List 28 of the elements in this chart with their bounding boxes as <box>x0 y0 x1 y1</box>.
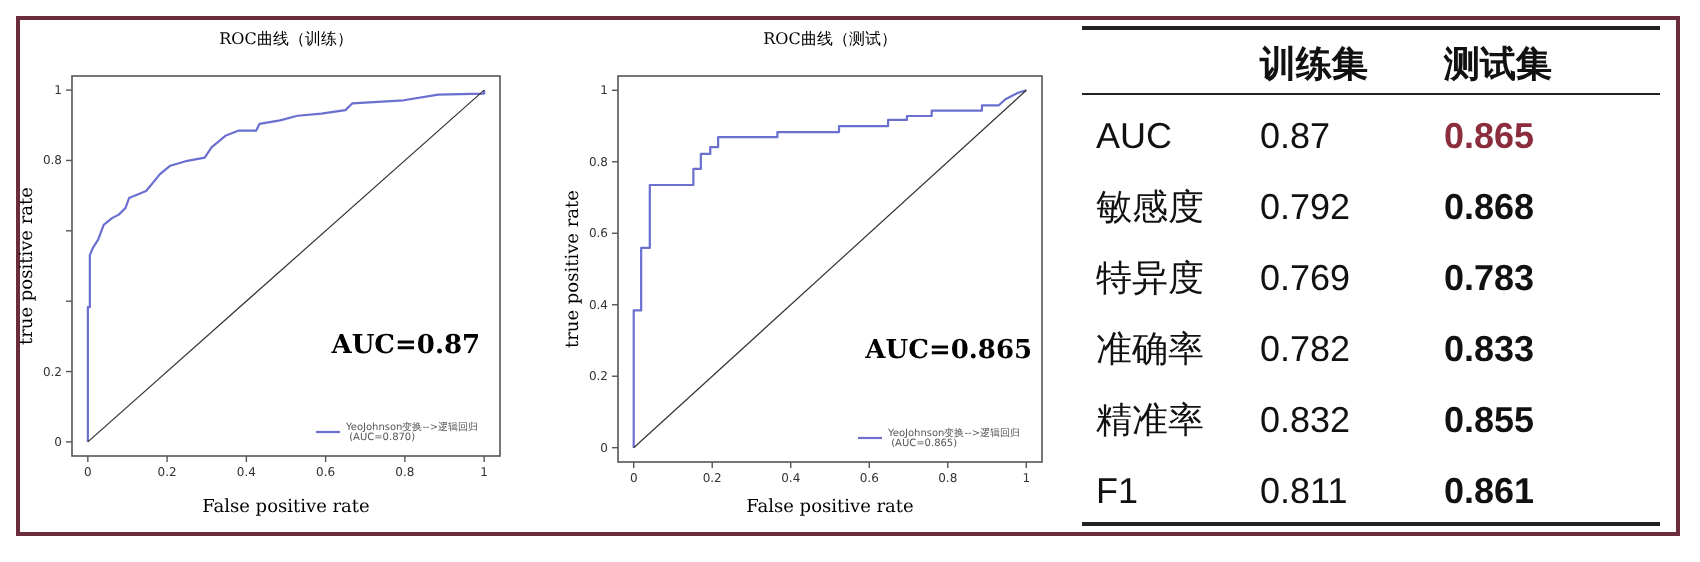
category-label: 精准率 <box>1096 400 1204 440</box>
annotation: AUC=0.87 <box>329 331 481 362</box>
text: 0.87 <box>1260 116 1331 156</box>
text: 0.769 <box>1260 258 1351 298</box>
text: 0.811 <box>1260 471 1348 511</box>
category-label: 特异度 <box>1096 258 1204 298</box>
category-label: 训练集 <box>1258 44 1368 84</box>
text: 0.868 <box>1444 187 1535 227</box>
text: 0.832 <box>1260 400 1351 440</box>
text: 0.792 <box>1260 187 1351 227</box>
annotation: AUC=0.865 <box>863 335 1033 366</box>
x-axis-title: False positive rate <box>202 498 370 518</box>
text: 0.833 <box>1444 329 1535 369</box>
text: 0.783 <box>1444 258 1535 298</box>
category-label: 敏感度 <box>1096 187 1204 227</box>
chart-title: ROC曲线（训练） <box>219 30 353 48</box>
x-axis-title: False positive rate <box>746 498 914 518</box>
text: 0.855 <box>1444 400 1535 440</box>
category-label: 测试集 <box>1442 44 1552 84</box>
category-label: F1 <box>1096 471 1139 511</box>
chart-title: ROC曲线（测试） <box>763 30 897 48</box>
y-axis-title: true positive rate <box>564 190 584 348</box>
category-label: 准确率 <box>1096 329 1204 369</box>
category-label: AUC <box>1096 116 1173 156</box>
text: 0.865 <box>1444 116 1535 156</box>
text: 0.861 <box>1444 471 1535 511</box>
y-axis-title: true positive rate <box>18 187 38 345</box>
text: 0.782 <box>1260 329 1351 369</box>
